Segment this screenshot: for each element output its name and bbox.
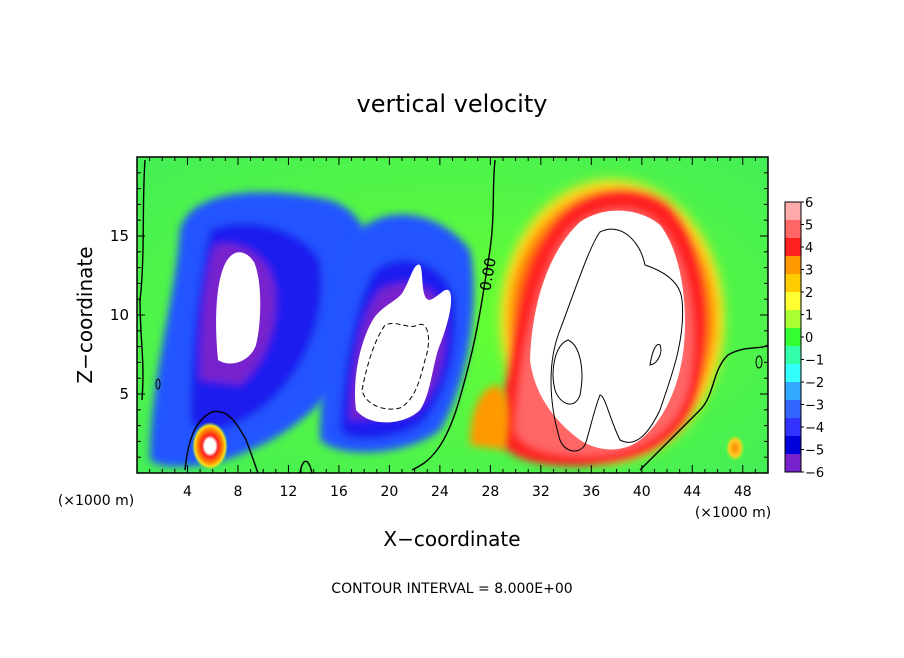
colorbar-label: 1 [805,309,813,324]
updraft-cell-southwest [192,422,228,470]
colorbar-label: 5 [805,219,813,234]
colorbar-swatch [785,400,801,419]
contour-label: 0.00 [476,256,500,292]
downdraft-core-west [216,252,261,364]
colorbar-swatch [785,202,801,221]
small-contour-east [755,355,763,369]
updraft-cell-southeast [725,434,745,462]
y-tick-label: 10 [110,306,129,324]
y-tick-label: 15 [110,227,129,245]
colorbar-label: −4 [805,421,824,436]
colorbar-label: 2 [805,286,813,301]
colorbar-swatch [785,238,801,257]
contour-lines [139,159,768,473]
colorbar-label: 6 [805,196,813,211]
colorbar-swatch [785,328,801,347]
colorbar-label: −1 [805,354,824,369]
contour-interval-footer: CONTOUR INTERVAL = 8.000E+00 [331,581,572,597]
y-tick-label: 5 [119,385,129,403]
y-axis-ticks: 5 10 15 [110,172,768,458]
updraft-contours [550,228,684,452]
colorbar-swatch [785,256,801,275]
x-tick-label: 40 [633,484,651,500]
colorbar-swatch [785,346,801,365]
colorbar-swatch [785,274,801,293]
colorbar-swatch [785,364,801,383]
x-tick-label: 24 [431,484,449,500]
colorbar-swatch [785,436,801,455]
x-tick-label: 48 [734,484,752,500]
zero-contour-southwest [184,410,259,473]
x-axis-label: X−coordinate [383,527,520,551]
downdraft-core-central [354,264,452,423]
colorbar-label: −5 [805,444,824,459]
x-unit-right: (×1000 m) [695,505,771,521]
colorbar-label: 3 [805,264,813,279]
zero-contour-west [139,159,146,401]
colorbar-swatch [785,382,801,401]
x-unit-left: (×1000 m) [58,493,134,509]
colorbar: 6 5 4 3 2 1 0 −1 −2 −3 −4 −5 −6 [784,196,824,481]
updraft-contour-west [552,339,583,405]
x-tick-label: 28 [481,484,499,500]
x-tick-label: 16 [330,484,348,500]
y-axis-label: Z−coordinate [73,246,97,383]
zero-contour-southeast [639,344,768,471]
x-axis-ticks: 4 8 12 16 20 24 28 32 36 40 44 48 [149,157,756,500]
x-tick-label: 12 [280,484,298,500]
colorbar-swatch [785,418,801,437]
x-tick-label: 4 [183,484,192,500]
updraft-margin-orange [470,385,509,450]
colorbar-label: 4 [805,241,813,256]
updraft-core-east [530,210,685,450]
zero-contour-east [411,159,496,471]
colorbar-swatch [785,220,801,239]
colorbar-swatch [785,292,801,311]
x-tick-label: 8 [233,484,242,500]
colorbar-label: 0 [805,331,813,346]
updraft-contour-inner [649,343,662,366]
colorbar-label: −2 [805,376,824,391]
chart-title: vertical velocity [357,90,548,118]
downdraft-contour-dashed [361,323,429,410]
colorbar-label: −6 [805,466,824,481]
colorbar-swatch [785,454,801,473]
colorbar-swatch [785,310,801,329]
small-contour-west [155,378,161,390]
x-tick-label: 20 [380,484,398,500]
colorbar-label: −3 [805,399,824,414]
updraft-contour-outer [550,228,684,452]
x-tick-label: 44 [683,484,701,500]
plot-area [137,157,768,473]
x-tick-label: 32 [532,484,550,500]
x-tick-label: 36 [582,484,600,500]
